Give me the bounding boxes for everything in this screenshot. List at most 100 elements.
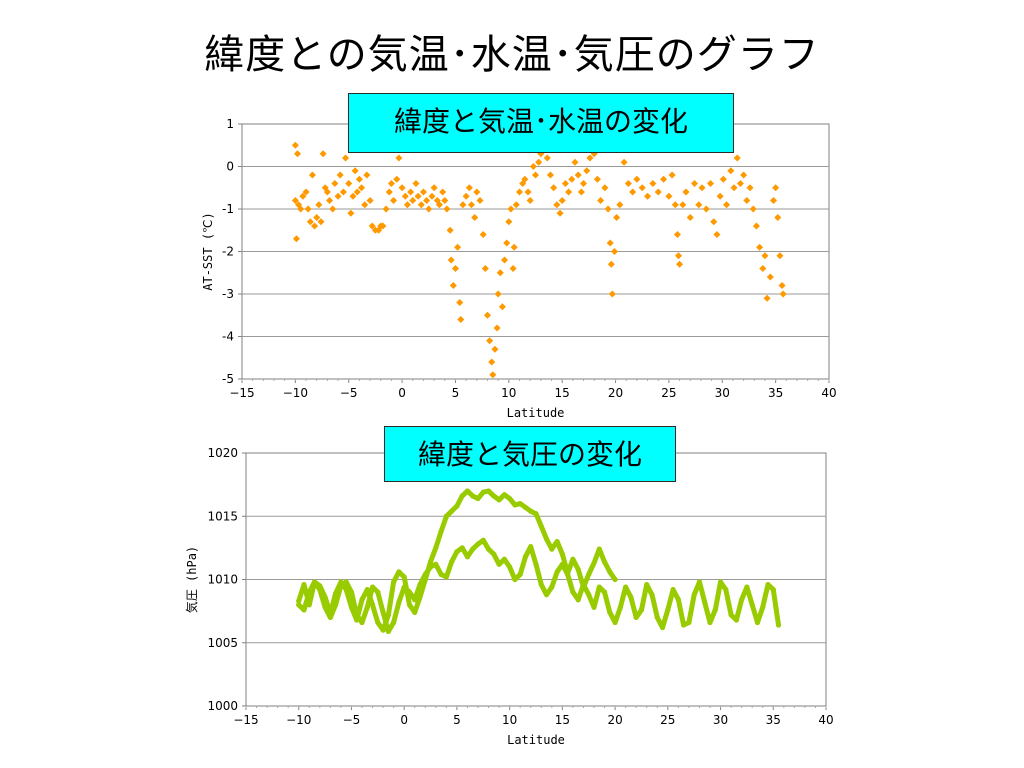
data-point xyxy=(304,205,312,213)
data-point xyxy=(591,560,597,566)
data-point xyxy=(538,581,544,588)
data-point xyxy=(401,574,407,580)
data-point xyxy=(553,201,561,209)
data-point xyxy=(769,196,778,205)
data-point xyxy=(406,602,413,608)
x-tick-label: 10 xyxy=(502,713,517,727)
data-point xyxy=(608,290,616,298)
data-point xyxy=(702,205,710,213)
data-point xyxy=(494,290,502,298)
x-tick-label: −5 xyxy=(340,386,358,400)
data-point xyxy=(449,559,455,565)
data-point xyxy=(503,239,511,247)
data-point xyxy=(606,239,614,247)
data-point xyxy=(491,551,497,557)
data-point xyxy=(435,201,443,209)
data-point xyxy=(679,201,687,209)
data-point xyxy=(315,201,323,209)
data-point xyxy=(586,571,592,578)
x-tick-label: 40 xyxy=(818,713,833,727)
x-tick-label: 5 xyxy=(452,386,460,400)
y-tick-label: -5 xyxy=(222,372,234,386)
data-point xyxy=(369,602,376,608)
data-point xyxy=(443,574,449,580)
data-point xyxy=(682,188,690,196)
x-tick-label: 30 xyxy=(713,713,728,727)
x-tick-label: 15 xyxy=(555,386,570,400)
data-point xyxy=(671,201,679,209)
x-tick-label: −10 xyxy=(286,713,311,727)
data-point xyxy=(396,599,402,605)
data-point xyxy=(301,581,307,588)
data-point xyxy=(480,489,486,495)
data-point xyxy=(336,171,344,179)
y-tick-label: 1020 xyxy=(207,446,238,460)
data-point xyxy=(638,607,645,613)
data-point xyxy=(535,158,543,166)
data-point xyxy=(359,597,365,603)
data-point xyxy=(778,281,786,290)
data-point xyxy=(398,184,406,192)
data-point xyxy=(334,192,342,200)
data-point xyxy=(333,602,339,608)
data-point xyxy=(357,184,366,192)
y-tick-label: 1 xyxy=(226,117,234,131)
data-point xyxy=(454,243,462,251)
data-point xyxy=(385,628,391,634)
data-point xyxy=(597,196,605,205)
data-point xyxy=(331,179,339,188)
data-point xyxy=(427,564,434,570)
data-point xyxy=(568,175,576,183)
data-point xyxy=(395,154,403,162)
data-point xyxy=(363,171,371,179)
data-point xyxy=(393,175,401,183)
data-point xyxy=(517,571,523,578)
data-point xyxy=(343,579,349,585)
data-point xyxy=(586,592,592,598)
data-point xyxy=(574,171,582,179)
x-tick-label: 25 xyxy=(661,386,676,400)
y-tick-label: -1 xyxy=(222,202,234,216)
data-point xyxy=(633,175,641,183)
data-point xyxy=(543,536,550,542)
data-point xyxy=(668,171,676,179)
y-axis-label: 気圧 (hPa) xyxy=(184,546,199,613)
data-point xyxy=(670,587,676,593)
data-point xyxy=(659,624,666,631)
data-point xyxy=(638,184,646,192)
data-point xyxy=(296,598,302,604)
data-point xyxy=(517,501,523,507)
data-point xyxy=(723,587,729,593)
y-tick-label: 0 xyxy=(226,160,234,174)
data-point xyxy=(696,579,703,585)
data-point xyxy=(425,205,433,213)
data-point xyxy=(348,589,355,595)
x-tick-label: 0 xyxy=(400,713,408,727)
x-tick-label: 20 xyxy=(608,386,623,400)
data-point xyxy=(507,564,513,570)
data-point xyxy=(579,179,588,188)
data-point xyxy=(483,311,492,319)
data-point xyxy=(507,495,513,502)
data-point xyxy=(292,235,300,243)
data-point xyxy=(698,184,706,192)
data-point xyxy=(412,179,420,188)
data-point xyxy=(565,571,571,578)
data-point xyxy=(291,196,299,205)
data-point xyxy=(322,604,328,610)
data-point xyxy=(695,201,703,209)
data-point xyxy=(391,579,397,585)
data-point xyxy=(691,592,697,598)
x-tick-label: 10 xyxy=(501,386,516,400)
data-point xyxy=(765,581,771,588)
data-point xyxy=(549,546,555,552)
x-tick-label: 20 xyxy=(607,713,622,727)
data-point xyxy=(733,617,739,623)
data-point xyxy=(674,252,683,260)
data-point xyxy=(583,167,591,175)
data-point xyxy=(690,179,699,188)
data-point xyxy=(686,619,692,626)
data-point xyxy=(505,218,513,226)
data-point xyxy=(628,594,634,600)
data-point xyxy=(364,604,370,610)
